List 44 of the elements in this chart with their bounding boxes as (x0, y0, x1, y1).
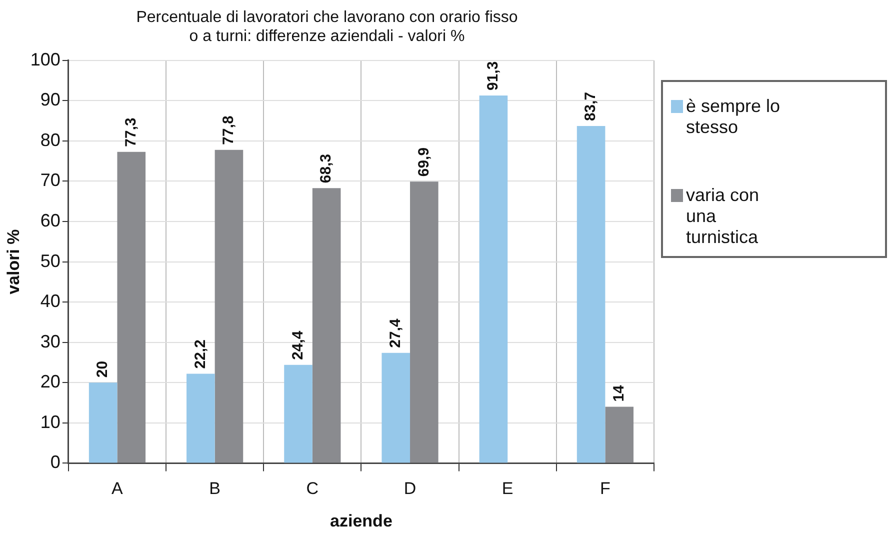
data-label: 24,4 (289, 330, 306, 360)
y-axis-title: valori % (4, 229, 23, 294)
data-label: 22,2 (192, 340, 209, 369)
x-tick-label: B (209, 479, 220, 498)
y-tick-label: 90 (40, 90, 60, 110)
data-label: 91,3 (484, 61, 502, 90)
bar (410, 182, 438, 463)
y-tick-label: 80 (40, 130, 60, 150)
legend-label: è sempre lo stesso (686, 96, 782, 138)
y-tick-label: 100 (30, 49, 60, 70)
y-tick-label: 40 (40, 291, 60, 312)
data-label: 20 (94, 360, 112, 378)
bar (479, 95, 508, 463)
data-label: 68,3 (318, 154, 335, 184)
chart-title: Percentuale di lavoratori che lavorano con orario fisso o a turni: differenze aziendali - valori % (136, 9, 518, 46)
bar (88, 382, 118, 463)
y-tick-label: 50 (40, 250, 60, 271)
data-label: 69,9 (415, 147, 432, 177)
bar (214, 150, 244, 463)
bar (284, 364, 312, 463)
x-axis-title: aziende (330, 511, 392, 530)
bar (605, 406, 634, 463)
x-tick-label: A (112, 479, 124, 498)
bar (382, 352, 410, 463)
x-tick-label: C (306, 479, 319, 498)
y-tick-label: 10 (40, 412, 60, 432)
bar (117, 152, 146, 463)
x-tick-label: D (404, 479, 416, 498)
legend-label: varia con una turnistica (686, 185, 760, 248)
data-label: 27,4 (387, 318, 404, 348)
y-tick-label: 60 (40, 210, 60, 230)
data-label: 83,7 (582, 92, 600, 122)
bar (312, 188, 341, 463)
bar (186, 374, 215, 463)
y-tick-label: 0 (50, 452, 60, 472)
x-tick-label: E (502, 479, 514, 498)
y-tick-label: 70 (40, 170, 60, 190)
data-label: 77,8 (220, 116, 238, 145)
data-label: 77,3 (122, 118, 140, 147)
x-tick-label: F (600, 479, 610, 498)
y-tick-label: 20 (40, 372, 60, 392)
y-tick-label: 30 (40, 331, 60, 352)
bar (576, 126, 606, 463)
data-label: 14 (610, 384, 628, 402)
